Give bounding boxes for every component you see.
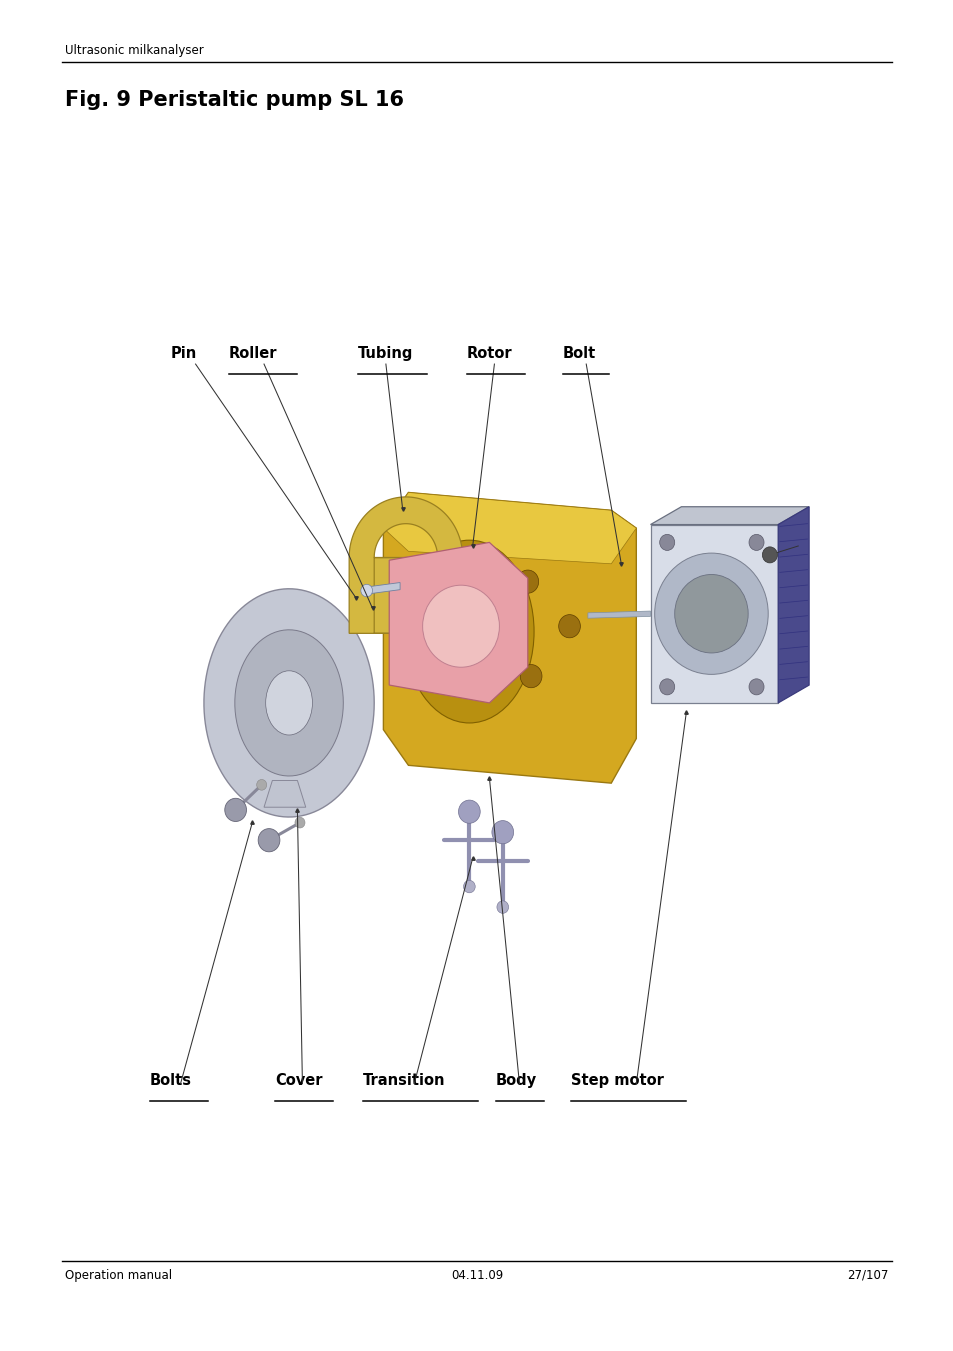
Text: Pin: Pin: [171, 346, 196, 361]
Circle shape: [748, 678, 763, 694]
Circle shape: [497, 901, 508, 913]
Circle shape: [463, 881, 475, 893]
Text: Tubing: Tubing: [358, 346, 414, 361]
Text: Step motor: Step motor: [571, 1073, 663, 1088]
Circle shape: [458, 800, 479, 823]
Polygon shape: [234, 630, 343, 775]
Text: Roller: Roller: [229, 346, 277, 361]
Polygon shape: [389, 542, 527, 703]
Circle shape: [360, 584, 372, 597]
Circle shape: [256, 780, 267, 790]
Circle shape: [659, 535, 674, 550]
Text: Bolts: Bolts: [150, 1073, 192, 1088]
Text: Rotor: Rotor: [466, 346, 512, 361]
Polygon shape: [778, 507, 808, 703]
Polygon shape: [383, 493, 636, 563]
Polygon shape: [349, 497, 462, 634]
Polygon shape: [366, 582, 399, 594]
Polygon shape: [383, 493, 636, 784]
Circle shape: [519, 665, 541, 688]
Polygon shape: [204, 589, 374, 817]
Circle shape: [492, 820, 513, 844]
Circle shape: [294, 817, 305, 828]
Polygon shape: [587, 611, 650, 619]
Circle shape: [517, 570, 538, 593]
Text: Ultrasonic milkanalyser: Ultrasonic milkanalyser: [65, 45, 204, 57]
Text: Operation manual: Operation manual: [65, 1269, 172, 1282]
Polygon shape: [264, 781, 305, 807]
Polygon shape: [650, 507, 808, 524]
Text: Cover: Cover: [274, 1073, 322, 1088]
Ellipse shape: [265, 671, 313, 735]
Text: Transition: Transition: [362, 1073, 444, 1088]
Text: Bolt: Bolt: [562, 346, 596, 361]
Text: 04.11.09: 04.11.09: [451, 1269, 502, 1282]
Circle shape: [654, 553, 767, 674]
Circle shape: [748, 535, 763, 550]
Circle shape: [659, 678, 674, 694]
Text: Fig. 9 Peristaltic pump SL 16: Fig. 9 Peristaltic pump SL 16: [65, 91, 403, 109]
Text: Body: Body: [496, 1073, 537, 1088]
Text: 27/107: 27/107: [846, 1269, 888, 1282]
Circle shape: [258, 828, 279, 851]
Circle shape: [761, 547, 777, 563]
Polygon shape: [650, 524, 778, 703]
Circle shape: [558, 615, 579, 638]
Ellipse shape: [404, 540, 534, 723]
Circle shape: [674, 574, 747, 653]
Circle shape: [422, 585, 499, 667]
Circle shape: [225, 798, 246, 821]
